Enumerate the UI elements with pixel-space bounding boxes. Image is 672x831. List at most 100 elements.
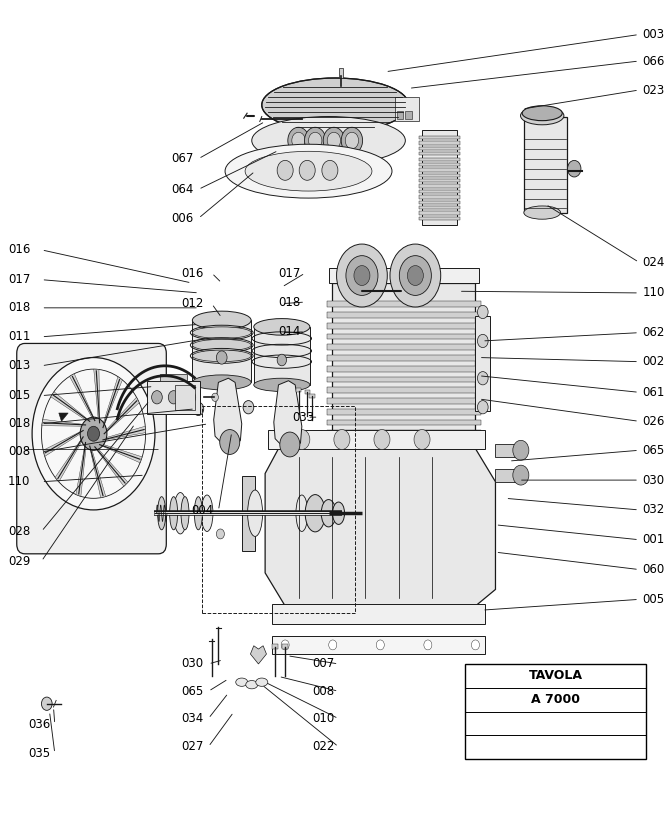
Circle shape [329,640,337,650]
Text: 024: 024 [642,256,665,268]
Ellipse shape [305,494,325,532]
Bar [161,374,187,381]
Circle shape [322,160,338,180]
Ellipse shape [246,681,258,689]
Ellipse shape [247,490,263,537]
Bar [419,147,460,150]
Bar [272,644,278,649]
Ellipse shape [254,318,310,335]
Polygon shape [89,445,106,498]
Text: 016: 016 [181,267,204,279]
Bar [327,387,480,393]
Polygon shape [103,397,139,435]
Bar [202,406,355,612]
Text: TAVOLA: TAVOLA [529,670,583,682]
Circle shape [42,697,52,711]
Ellipse shape [192,327,251,338]
Bar [271,636,485,654]
Text: 062: 062 [642,327,665,339]
Bar [329,268,478,283]
Bar [419,189,460,193]
Text: 002: 002 [642,355,665,368]
Text: 060: 060 [642,563,665,576]
Bar [419,163,460,166]
Ellipse shape [192,350,251,361]
Bar [327,376,480,382]
Circle shape [407,266,423,286]
Text: 032: 032 [642,504,665,516]
Circle shape [216,529,224,539]
Polygon shape [251,646,267,664]
Text: 017: 017 [278,267,301,279]
Bar [476,316,490,411]
Text: 066: 066 [642,55,665,67]
Ellipse shape [225,145,392,198]
Text: 018: 018 [8,302,30,314]
Text: 007: 007 [312,657,334,671]
Ellipse shape [194,497,202,530]
Polygon shape [274,381,302,451]
Bar [419,179,460,182]
Text: 064: 064 [171,183,194,196]
Polygon shape [43,430,84,456]
Text: 018: 018 [278,296,301,308]
Bar [304,390,310,394]
Circle shape [323,127,345,154]
Polygon shape [102,426,146,440]
Bar [282,644,288,649]
Circle shape [477,305,488,318]
Ellipse shape [262,78,409,132]
Ellipse shape [173,493,187,534]
Circle shape [334,430,350,450]
Ellipse shape [321,499,336,527]
Circle shape [424,640,432,650]
Circle shape [80,417,107,450]
Bar [405,111,412,119]
Text: 026: 026 [642,415,665,428]
Text: 028: 028 [8,525,30,538]
Ellipse shape [254,378,310,391]
Ellipse shape [252,116,405,165]
Polygon shape [42,420,87,426]
Circle shape [288,127,309,154]
Text: 034: 034 [181,712,204,725]
Bar [419,141,460,145]
Text: 006: 006 [171,212,194,225]
Circle shape [152,391,163,404]
Bar [327,420,480,425]
Bar [242,476,255,550]
Bar [419,184,460,188]
Text: A 7000: A 7000 [531,693,580,706]
Polygon shape [59,413,68,421]
Polygon shape [76,441,87,496]
Ellipse shape [521,106,564,125]
Bar [332,283,476,445]
Text: 110: 110 [642,287,665,299]
Text: 065: 065 [642,444,665,457]
Circle shape [477,401,488,414]
Circle shape [390,244,441,307]
Text: 022: 022 [312,740,334,753]
Bar [419,152,460,155]
Circle shape [346,256,378,295]
Bar [419,158,460,161]
Bar [254,327,310,385]
Bar [495,469,519,482]
Circle shape [294,430,310,450]
Ellipse shape [181,497,189,530]
Bar [327,344,480,350]
Bar [296,388,301,392]
Text: 036: 036 [28,718,50,731]
Polygon shape [99,444,142,463]
Circle shape [354,266,370,286]
Bar [419,168,460,171]
FancyBboxPatch shape [17,343,166,553]
Text: 027: 027 [181,740,204,753]
Bar [192,320,251,382]
Bar [327,366,480,371]
Text: 005: 005 [642,593,665,606]
Ellipse shape [169,497,177,530]
Bar [327,312,480,317]
Text: 017: 017 [8,273,30,286]
Polygon shape [94,446,128,486]
